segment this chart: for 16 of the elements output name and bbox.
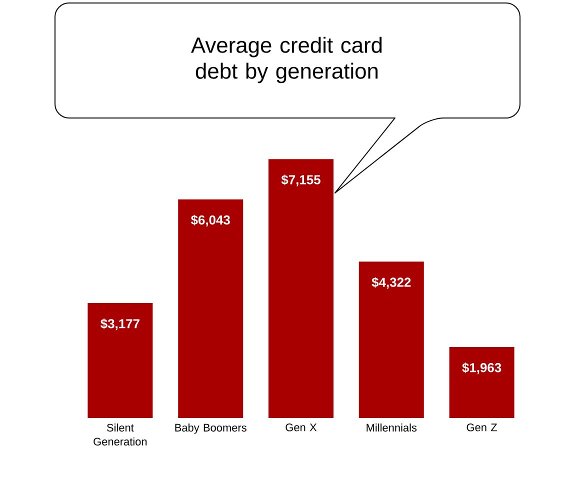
data-label: $4,322 xyxy=(372,277,411,289)
bar xyxy=(358,262,424,418)
x-tick-label: Silent Generation xyxy=(94,424,147,446)
chart-title: Average credit card debt by generation xyxy=(191,36,382,84)
data-label: $1,963 xyxy=(462,362,502,374)
x-tick-label: Gen X xyxy=(286,424,317,432)
x-tick-label: Gen Z xyxy=(466,424,497,432)
bar xyxy=(268,159,334,418)
bar xyxy=(178,199,244,418)
x-tick-label: Millennials xyxy=(366,424,417,432)
bar xyxy=(88,303,153,418)
x-tick-label: Baby Boomers xyxy=(175,424,246,434)
data-label: $6,043 xyxy=(190,214,230,226)
data-label: $3,177 xyxy=(100,318,140,330)
data-label: $7,155 xyxy=(281,174,320,186)
bar xyxy=(449,346,514,418)
